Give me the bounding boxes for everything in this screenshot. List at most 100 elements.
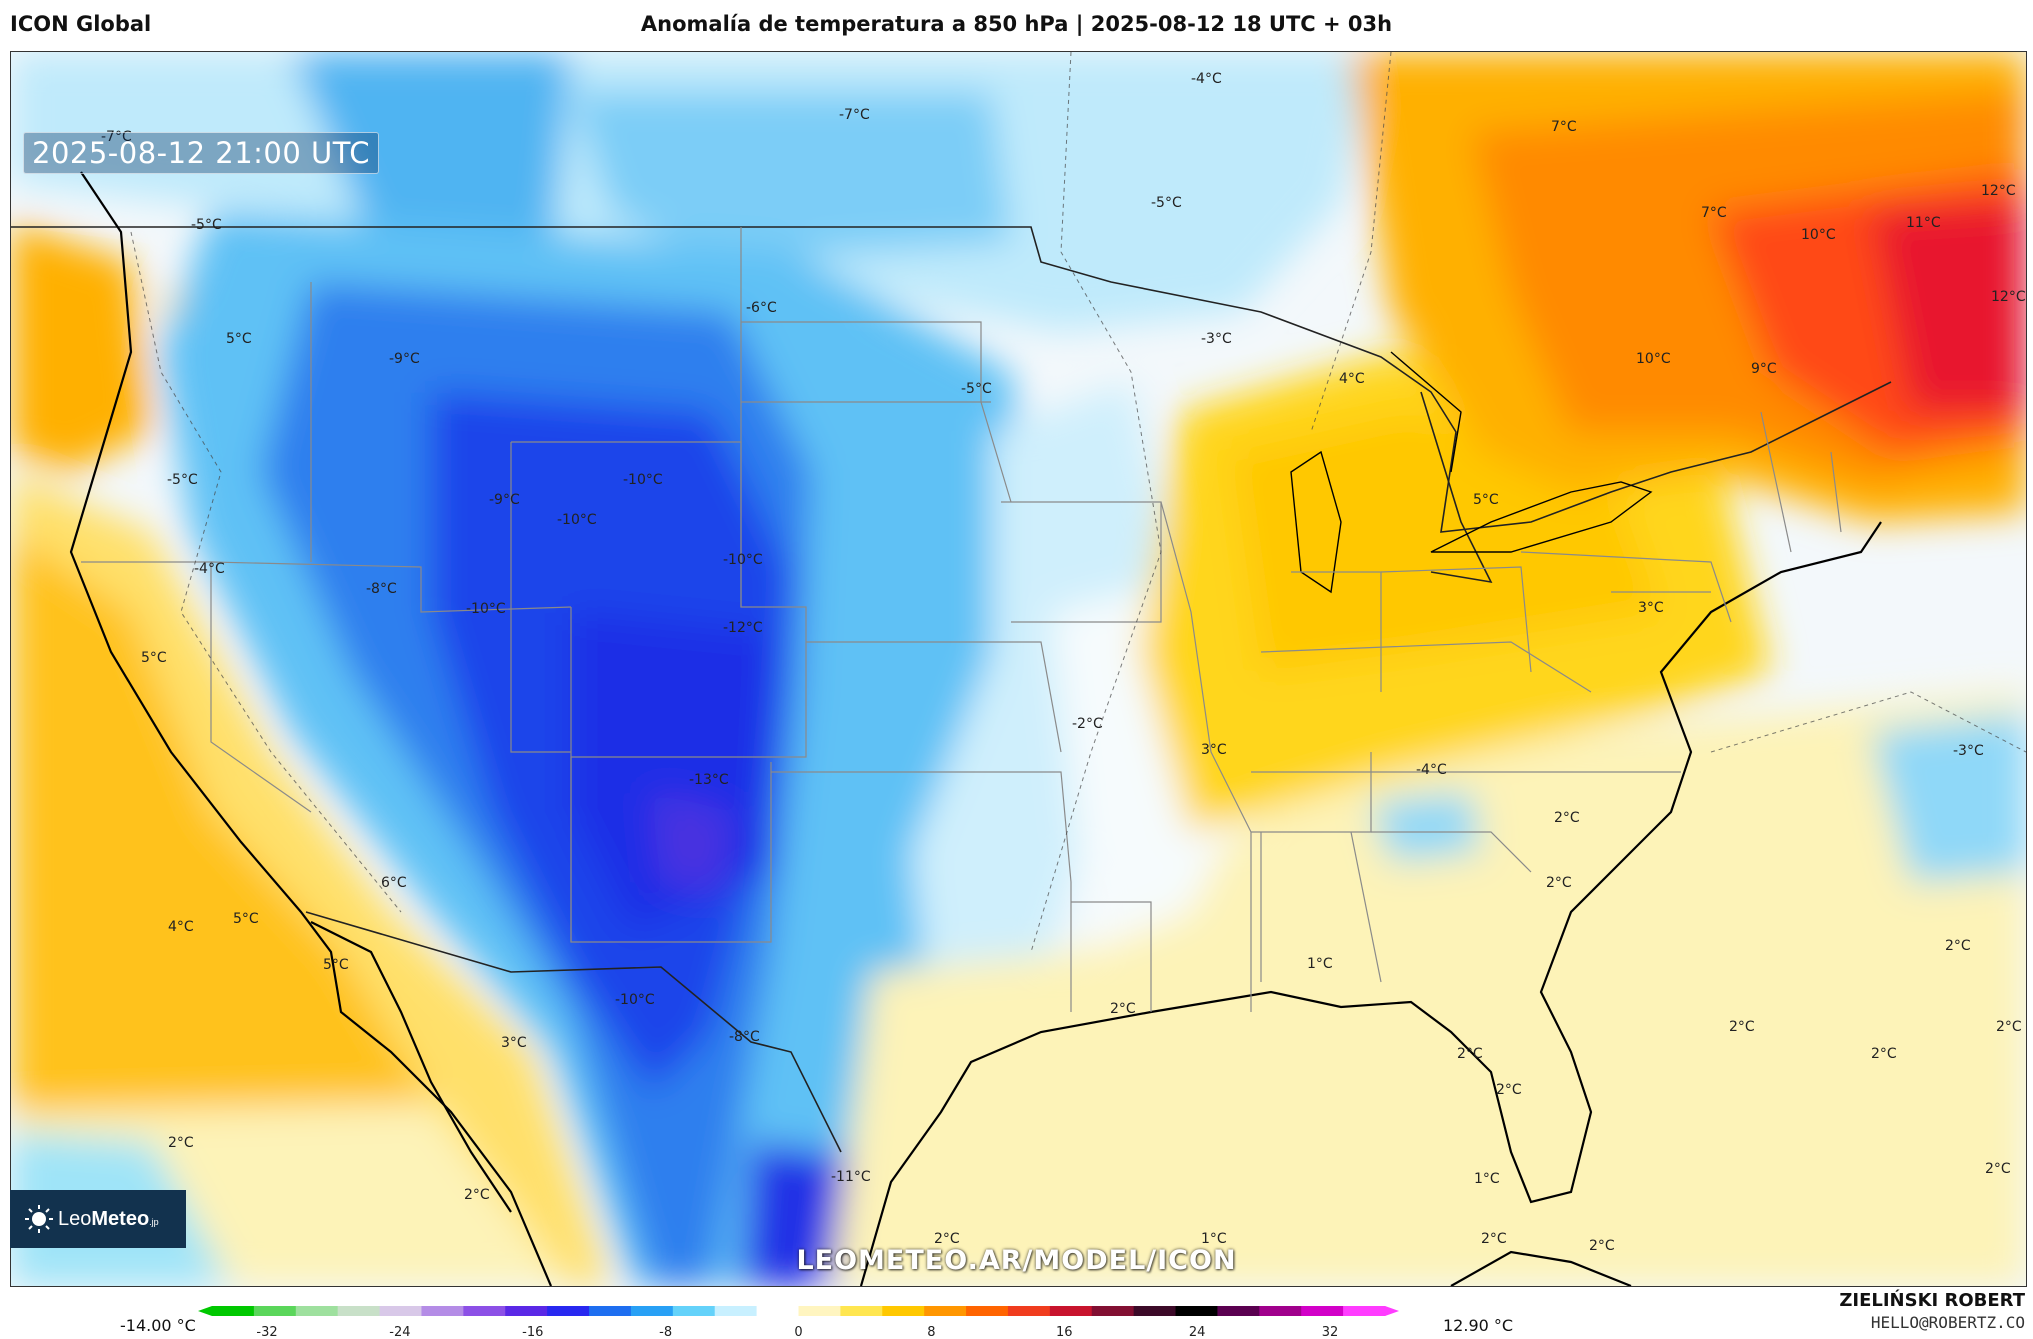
- legend-color-step: [295, 1306, 339, 1316]
- coastlines: [69, 171, 1882, 1286]
- legend-color-step: [1049, 1306, 1093, 1316]
- legend-color-step: [253, 1306, 297, 1316]
- leometeo-logo[interactable]: LeoMeteo.jp: [10, 1190, 186, 1248]
- temperature-label: -5°C: [961, 381, 992, 397]
- temperature-label: 7°C: [1701, 205, 1727, 221]
- temperature-label: 10°C: [1801, 227, 1836, 243]
- legend-color-step: [672, 1306, 716, 1316]
- temperature-label: 2°C: [464, 1187, 490, 1203]
- temperature-label: -2°C: [1072, 716, 1103, 732]
- state-borders: [81, 227, 1842, 1012]
- legend-color-step: [1343, 1306, 1386, 1316]
- temperature-label: -12°C: [723, 620, 763, 636]
- valid-time: 2025-08-12 21:00 UTC: [23, 132, 380, 174]
- temperature-label: -10°C: [623, 472, 663, 488]
- temperature-label: 7°C: [1551, 119, 1577, 135]
- temperature-label: -5°C: [191, 217, 222, 233]
- temperature-label: 2°C: [1554, 810, 1580, 826]
- temperature-label: 11°C: [1906, 215, 1941, 231]
- model-name: ICON Global: [10, 12, 152, 36]
- temperature-label: 10°C: [1636, 351, 1671, 367]
- legend-min-label: -14.00 °C: [120, 1316, 196, 1335]
- temperature-label: -10°C: [615, 992, 655, 1008]
- legend-color-step: [1007, 1306, 1051, 1316]
- legend-tick-label: 32: [1322, 1325, 1339, 1339]
- temperature-label: -4°C: [1191, 71, 1222, 87]
- temperature-label: -9°C: [489, 492, 520, 508]
- legend-color-step: [1217, 1306, 1260, 1316]
- anomaly-field: [11, 52, 2026, 1286]
- temperature-label: -3°C: [1201, 331, 1232, 347]
- temperature-label: -7°C: [839, 107, 870, 123]
- temperature-label: -4°C: [194, 561, 225, 577]
- legend-tick-label: -24: [389, 1325, 410, 1339]
- temperature-label: 5°C: [323, 957, 349, 973]
- legend-color-step: [1133, 1306, 1177, 1316]
- temperature-label: 2°C: [1996, 1019, 2022, 1035]
- temperature-label: 5°C: [233, 911, 259, 927]
- legend-color-step: [798, 1306, 841, 1316]
- color-legend: -14.00 °C -32 -24 -16 -8 0 8 16 24 32 12.90 °C: [0, 1290, 2033, 1339]
- temperature-label: 1°C: [1307, 956, 1333, 972]
- legend-color-step: [840, 1306, 883, 1316]
- temperature-label: 3°C: [1638, 600, 1664, 616]
- contour-lines: [130, 52, 2026, 953]
- temperature-label: 2°C: [1985, 1161, 2011, 1177]
- sun-icon: [25, 1205, 53, 1233]
- temperature-label: 3°C: [1201, 742, 1227, 758]
- header: ICON Global Anomalía de temperatura a 85…: [0, 0, 2033, 50]
- logo-text: LeoMeteo.jp: [58, 1207, 159, 1230]
- temperature-label: 5°C: [226, 331, 252, 347]
- legend-tick-label: 24: [1189, 1325, 1206, 1339]
- legend-color-step: [630, 1306, 674, 1316]
- temperature-label: 2°C: [1945, 938, 1971, 954]
- temperature-label: 2°C: [1871, 1046, 1897, 1062]
- legend-color-step: [756, 1306, 799, 1316]
- temperature-label: 2°C: [934, 1231, 960, 1247]
- weather-map[interactable]: -7°C -5°C -7°C -4°C -5°C 7°C 7°C 10°C 11°C 12°C 12…: [10, 51, 2027, 1287]
- legend-color-step: [966, 1306, 1009, 1316]
- legend-color-step: [589, 1306, 632, 1316]
- legend-tick-label: 16: [1056, 1325, 1073, 1339]
- legend-tick-label: 8: [927, 1325, 935, 1339]
- temperature-label: -13°C: [689, 772, 729, 788]
- legend-color-step: [505, 1306, 548, 1316]
- legend-tick-label: -32: [256, 1325, 277, 1339]
- temperature-label: 6°C: [381, 875, 407, 891]
- watermark: LEOMETEO.AR/MODEL/ICON: [796, 1245, 1237, 1276]
- temperature-label: 2°C: [1546, 875, 1572, 891]
- temperature-label: -9°C: [389, 351, 420, 367]
- legend-color-step: [212, 1306, 255, 1316]
- legend-color-step: [337, 1306, 381, 1316]
- anomaly-map-svg: -7°C -5°C -7°C -4°C -5°C 7°C 7°C 10°C 11°C 12°C 12…: [11, 52, 2026, 1286]
- temperature-label: -5°C: [167, 472, 198, 488]
- temperature-label: 5°C: [1473, 492, 1499, 508]
- legend-tick-label: 0: [794, 1325, 802, 1339]
- temperature-label: 4°C: [168, 919, 194, 935]
- temperature-label: 3°C: [501, 1035, 527, 1051]
- legend-max-arrow: [1385, 1306, 1399, 1316]
- legend-color-step: [463, 1306, 506, 1316]
- temperature-label: 1°C: [1474, 1171, 1500, 1187]
- legend-color-step: [924, 1306, 967, 1316]
- temperature-label: -6°C: [746, 300, 777, 316]
- legend-color-step: [421, 1306, 464, 1316]
- legend-color-step: [714, 1306, 758, 1316]
- temperature-label: -11°C: [831, 1169, 871, 1185]
- temperature-label: 2°C: [1110, 1001, 1136, 1017]
- legend-color-step: [1259, 1306, 1302, 1316]
- legend-tick-label: -16: [522, 1325, 543, 1339]
- temperature-label: 12°C: [1981, 183, 2016, 199]
- temperature-label: -10°C: [466, 601, 506, 617]
- legend-color-step: [379, 1306, 422, 1316]
- temperature-label: -10°C: [557, 512, 597, 528]
- temperature-label: -3°C: [1953, 743, 1984, 759]
- legend-min-arrow: [198, 1306, 212, 1316]
- legend-color-step: [1091, 1306, 1135, 1316]
- author-email[interactable]: HELLO@ROBERTZ.CO: [1870, 1313, 2025, 1332]
- legend-color-step: [1175, 1306, 1218, 1316]
- legend-max-label: 12.90 °C: [1443, 1316, 1514, 1335]
- temperature-label: 9°C: [1751, 361, 1777, 377]
- temperature-labels: -7°C -5°C -7°C -4°C -5°C 7°C 7°C 10°C 11°C 12°C 12…: [101, 71, 2026, 1254]
- temperature-label: -8°C: [729, 1029, 760, 1045]
